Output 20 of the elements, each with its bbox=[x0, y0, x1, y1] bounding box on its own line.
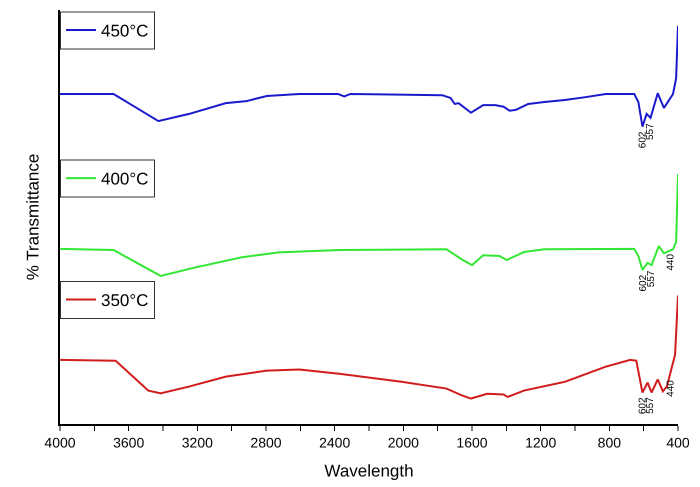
x-tick-label: 3200 bbox=[182, 434, 214, 451]
x-tick-label: 1200 bbox=[525, 434, 556, 451]
x-tick-label: 4000 bbox=[44, 434, 76, 451]
x-tick-label: 2000 bbox=[388, 434, 420, 451]
annotation: 440 bbox=[666, 254, 677, 271]
x-tick-label: 2800 bbox=[250, 434, 282, 451]
x-axis-title: Wavelength bbox=[324, 461, 414, 480]
annotation: 557 bbox=[645, 122, 656, 140]
legend-label: 400°C bbox=[101, 170, 148, 189]
x-tick-label: 400 bbox=[666, 434, 690, 451]
y-axis-title: % Transmittance bbox=[23, 154, 42, 280]
x-tick-label: 2400 bbox=[319, 434, 350, 451]
annotation: 557 bbox=[645, 396, 656, 414]
x-tick-label: 3600 bbox=[113, 434, 144, 451]
legend-label: 450°C bbox=[101, 22, 148, 41]
legend-label: 350°C bbox=[101, 291, 148, 310]
x-tick-label: 1600 bbox=[456, 434, 488, 451]
annotation: 557 bbox=[646, 270, 657, 288]
annotation: 440 bbox=[665, 380, 676, 397]
x-tick-label: 800 bbox=[598, 434, 622, 451]
